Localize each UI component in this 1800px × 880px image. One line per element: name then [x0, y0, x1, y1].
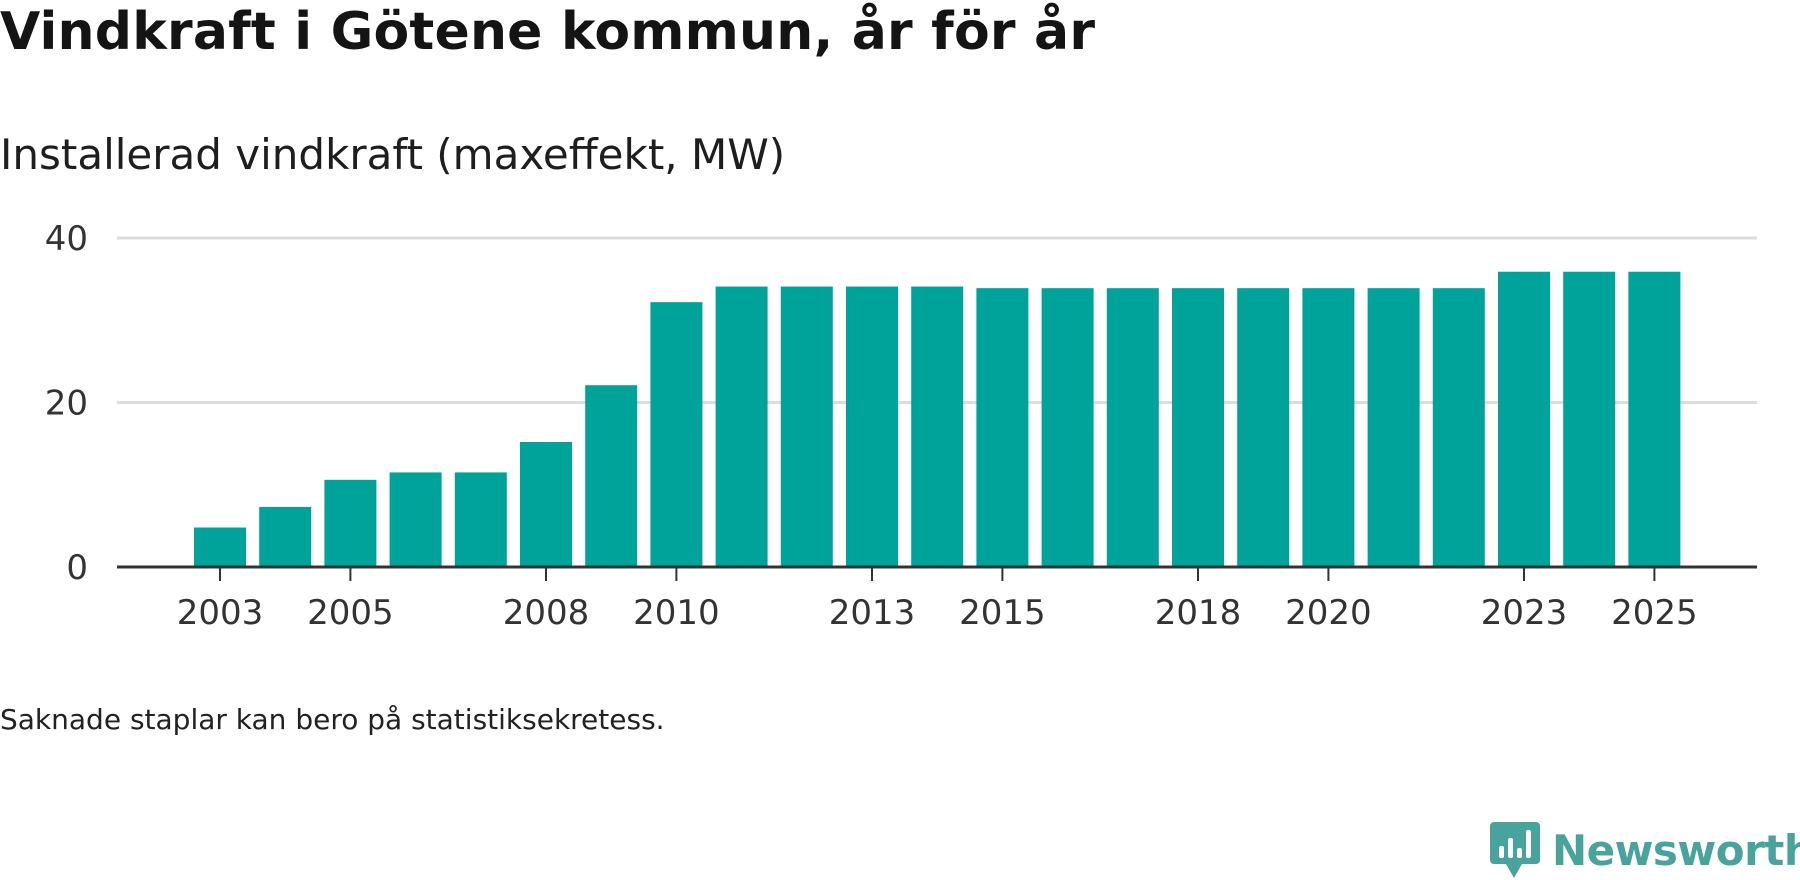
newsworthy-logo: Newsworthy [1490, 820, 1800, 880]
bar-2011 [715, 286, 768, 567]
bar-2005 [324, 479, 377, 567]
bar-2012 [780, 286, 833, 567]
x-tick-label-2015: 2015 [959, 593, 1046, 633]
bar-2017 [1106, 288, 1159, 567]
bar-2025 [1628, 271, 1681, 567]
bar-2013 [846, 286, 898, 567]
x-tick-label-2008: 2008 [503, 593, 590, 633]
y-tick-label-20: 20 [45, 384, 88, 424]
bar-2003 [194, 527, 246, 567]
bar-2006 [389, 472, 442, 567]
x-tick-label-2005: 2005 [307, 593, 394, 633]
newsworthy-logo-icon [1490, 822, 1540, 878]
x-tick-label-2018: 2018 [1155, 593, 1242, 633]
bar-2014 [911, 286, 964, 567]
bar-2007 [454, 472, 507, 567]
bar-2018 [1172, 288, 1224, 567]
footnote: Saknade staplar kan bero på statistiksek… [0, 703, 665, 736]
bar-2010 [650, 302, 703, 567]
y-tick-label-0: 0 [66, 548, 88, 588]
brand-name: Newsworthy [1552, 825, 1800, 875]
bar-2021 [1367, 288, 1420, 567]
bar-2019 [1237, 288, 1290, 567]
bar-2015 [976, 288, 1029, 567]
bar-2008 [520, 441, 572, 567]
x-tick-label-2003: 2003 [177, 593, 264, 633]
chart-subtitle: Installerad vindkraft (maxeffekt, MW) [0, 130, 786, 179]
x-tick-label-2025: 2025 [1611, 593, 1698, 633]
chart-title: Vindkraft i Götene kommun, år för år [0, 2, 1096, 62]
x-tick-label-2013: 2013 [829, 593, 916, 633]
bar-2004 [259, 506, 312, 567]
bar-2009 [585, 385, 638, 567]
x-tick-label-2010: 2010 [633, 593, 720, 633]
bar-2020 [1302, 288, 1355, 567]
bar-2016 [1041, 288, 1094, 567]
bar-chart: 0 20 40 2003 2005 2008 2010 2013 2015 2018 2020 202… [45, 219, 1757, 633]
bar-2023 [1498, 271, 1550, 567]
x-tick-label-2023: 2023 [1481, 593, 1568, 633]
bar-2022 [1432, 288, 1485, 567]
x-tick-label-2020: 2020 [1285, 593, 1372, 633]
bar-2024 [1563, 271, 1616, 567]
y-tick-label-40: 40 [45, 219, 88, 259]
